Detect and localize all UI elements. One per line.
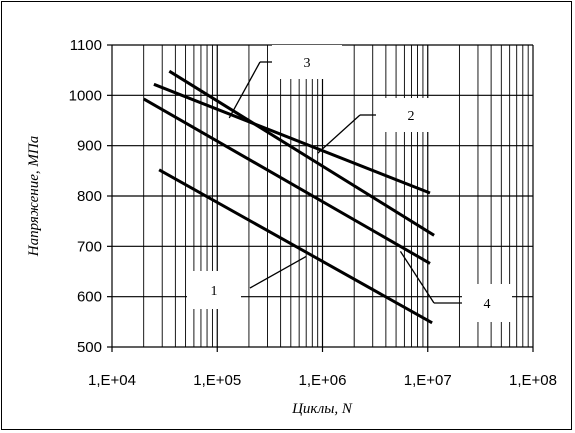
series-line-2	[153, 82, 431, 195]
x-tick-label: 1,E+05	[193, 372, 241, 389]
series-line-3	[168, 69, 435, 237]
y-tick-label: 800	[77, 188, 102, 205]
callout-label-4: 4	[484, 297, 491, 312]
callouts: 1 2 3 4	[187, 45, 512, 322]
tick-labels: 500 600 700 800 900 1000 1100 1,E+04 1,E+05 1,E+0…	[69, 37, 557, 389]
y-tick-label: 900	[77, 138, 102, 155]
callout-1: 1	[187, 255, 307, 309]
callout-label-1: 1	[211, 284, 218, 299]
leader-line	[399, 251, 435, 304]
callout-box	[272, 45, 342, 79]
leader-line	[249, 255, 307, 289]
leader-line	[228, 61, 261, 119]
y-tick-label: 1100	[70, 37, 102, 54]
y-tick-label: 600	[77, 289, 102, 306]
callout-box	[376, 98, 446, 132]
series-line-4	[142, 97, 431, 265]
x-tick-label: 1,E+07	[404, 372, 452, 389]
callout-2: 2	[317, 98, 446, 154]
y-tick-label: 500	[77, 339, 102, 356]
callout-label-2: 2	[408, 109, 415, 124]
callout-3: 3	[228, 45, 342, 119]
y-tick-label: 700	[77, 238, 102, 255]
series-lines	[142, 69, 435, 325]
y-axis-title: Напряжение, МПа	[26, 136, 42, 257]
series-line-1	[158, 168, 433, 325]
callout-4: 4	[399, 251, 512, 322]
callout-box	[187, 271, 241, 309]
grid	[107, 44, 534, 352]
x-tick-label: 1,E+08	[509, 372, 557, 389]
y-tick-label: 1000	[69, 87, 102, 104]
x-tick-label: 1,E+06	[299, 372, 347, 389]
x-tick-label: 1,E+04	[88, 372, 136, 389]
callout-box	[462, 284, 512, 322]
leader-line	[317, 114, 361, 154]
callout-label-3: 3	[304, 56, 311, 71]
x-axis-title: Циклы, N	[291, 401, 353, 417]
